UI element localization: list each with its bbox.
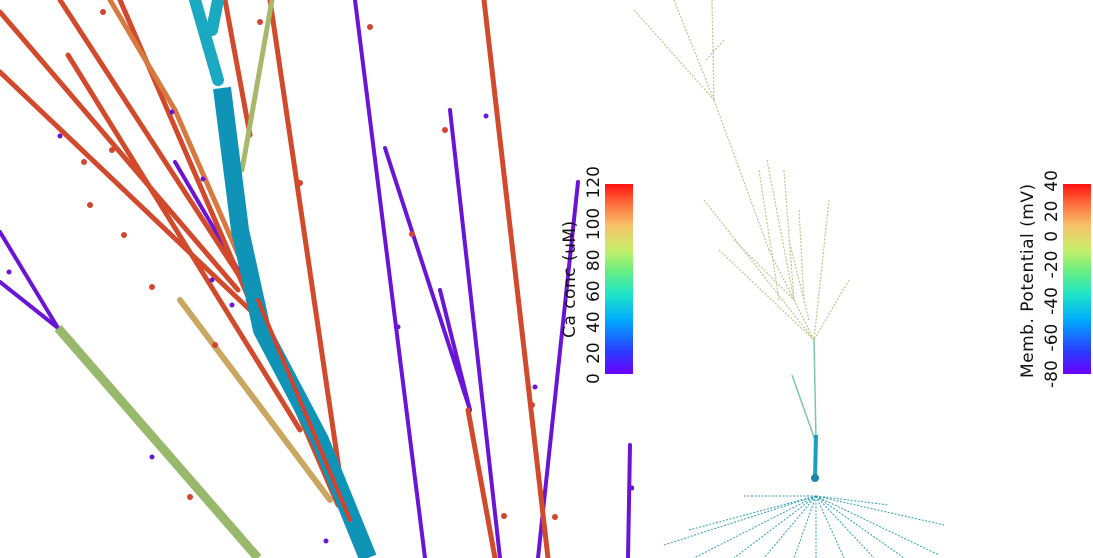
membrane-potential-colorbar-title: Memb. Potential (mV) <box>1018 183 1038 378</box>
membrane-potential-colorbar <box>1063 184 1091 374</box>
membrane-tick-label: 0 <box>1042 230 1062 242</box>
calcium-colorbar-title: Ca conc (uM) <box>560 220 580 338</box>
membrane-tick-label: 40 <box>1042 170 1062 192</box>
membrane-tick-label: 20 <box>1042 200 1062 223</box>
membrane-tick-label: -60 <box>1042 323 1062 352</box>
calcium-3d-view[interactable]: Ca conc (uM) 0 20 40 60 80 100 120 <box>0 0 634 558</box>
calcium-tick-label: 80 <box>584 249 604 272</box>
calcium-neuron-render <box>0 0 634 558</box>
soma <box>811 474 819 482</box>
calcium-tick-label: 20 <box>584 342 604 364</box>
calcium-tick-label: 60 <box>584 280 604 303</box>
membrane-tick-label: -40 <box>1042 287 1062 315</box>
membrane-tick-label: -80 <box>1042 360 1062 388</box>
calcium-tick-label: 40 <box>584 311 604 333</box>
membrane-neuron-render <box>634 0 945 558</box>
calcium-colorbar-ticks: 0 20 40 60 80 100 120 <box>584 166 604 384</box>
calcium-tick-label: 120 <box>584 166 604 199</box>
calcium-tick-label: 0 <box>584 373 604 384</box>
membrane-potential-colorbar-ticks: -80 -60 -40 -20 0 20 40 <box>1042 170 1062 388</box>
membrane-tick-label: -20 <box>1042 250 1062 279</box>
membrane-potential-3d-view[interactable]: Memb. Potential (mV) -80 -60 -40 -20 0 2… <box>634 0 1093 558</box>
calcium-colorbar <box>605 184 633 374</box>
calcium-tick-label: 100 <box>584 207 604 241</box>
